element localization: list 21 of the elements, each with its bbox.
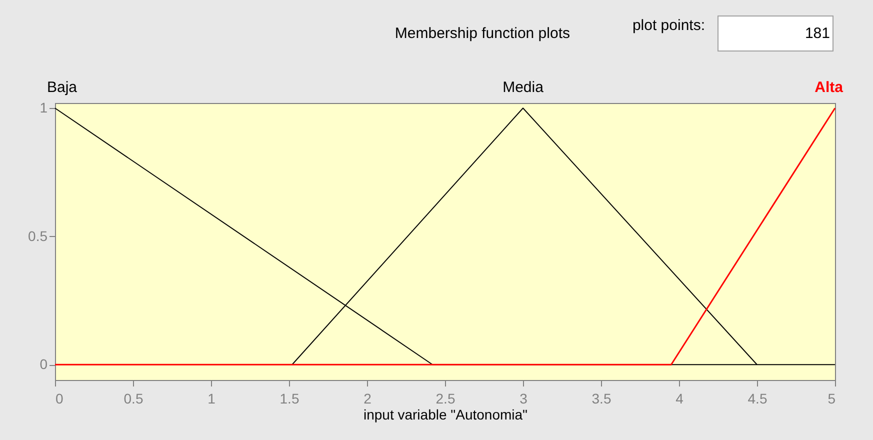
x-tick-label: 1.5 [280, 390, 300, 406]
y-tick-label: 1 [40, 100, 48, 116]
chart-title: Membership function plots [394, 25, 570, 42]
x-axis-title: input variable "Autonomia" [363, 406, 528, 422]
series-label: Media [502, 79, 544, 96]
y-tick-label: 0 [40, 356, 48, 372]
x-tick-label: 1 [208, 390, 216, 406]
x-tick-label: 3.5 [592, 390, 612, 406]
x-tick-label: 0.5 [124, 390, 144, 406]
series-label: Baja [47, 79, 78, 96]
text: plot points: [632, 17, 705, 34]
x-tick-label: 5 [828, 390, 836, 406]
text: 181 [804, 25, 830, 42]
x-tick-label: 0 [56, 390, 64, 406]
x-tick-label: 4 [676, 390, 684, 406]
x-tick-label: 4.5 [748, 390, 768, 406]
series-label: Alta [814, 79, 844, 96]
x-tick-label: 2.5 [436, 390, 456, 406]
x-tick-label: 3 [520, 390, 528, 406]
x-tick-label: 2 [364, 390, 372, 406]
y-tick-label: 0.5 [28, 228, 48, 244]
